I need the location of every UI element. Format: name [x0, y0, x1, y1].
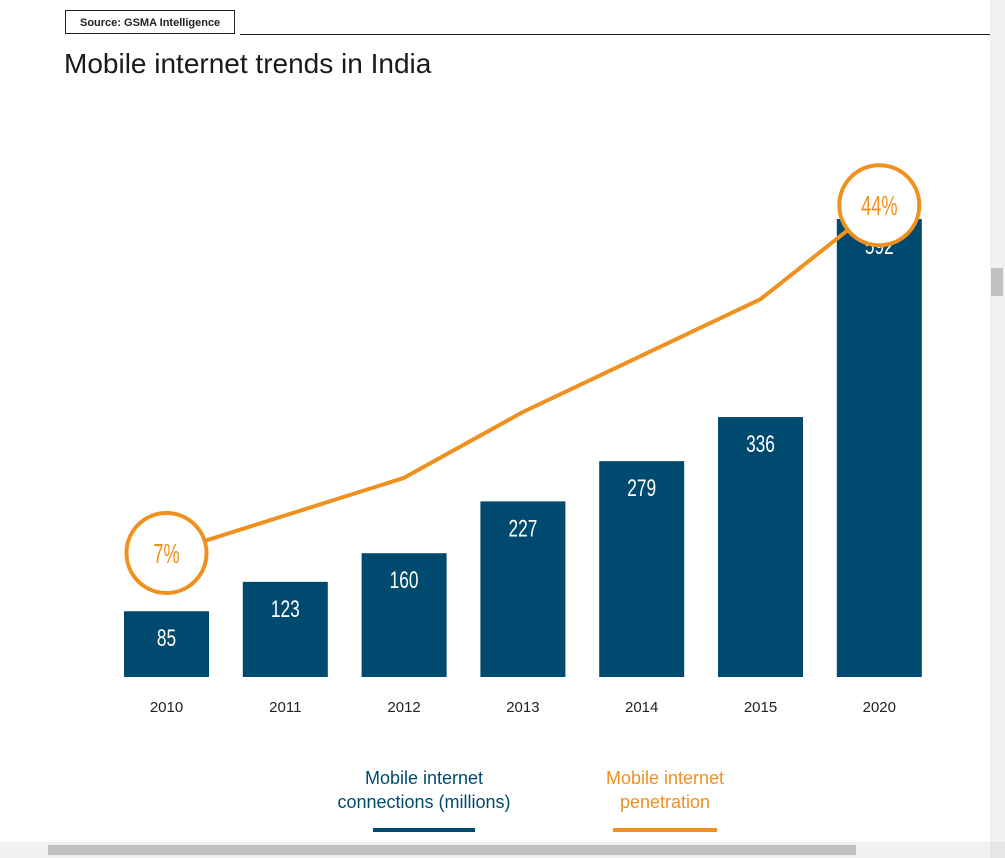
legend-bars-label: Mobile internet connections (millions): [337, 768, 511, 812]
x-tick-label: 2010: [150, 699, 183, 716]
x-tick-label: 2014: [625, 699, 658, 716]
penetration-marker: [124, 511, 209, 595]
penetration-data-label: 44%: [861, 191, 897, 222]
bar-line-chart: 85 2010 123 2011 160 2012 227 2013 279 2014 336 201…: [124, 163, 922, 716]
bar-2012: [361, 553, 447, 677]
x-tick-label: 2012: [387, 699, 420, 716]
x-tick-label: 2020: [863, 699, 896, 716]
bar-value-label: 123: [271, 596, 300, 622]
x-tick-label: 2013: [506, 699, 539, 716]
bar-2010: [124, 611, 209, 677]
penetration-marker: [837, 163, 922, 248]
source-divider: [240, 34, 990, 35]
bar-value-label: 279: [627, 475, 656, 501]
legend-bars-swatch: [373, 828, 475, 832]
scrollbar-corner: [990, 842, 1005, 858]
x-tick-label: 2011: [269, 699, 301, 716]
bar-2020: [836, 219, 922, 677]
penetration-data-label: 7%: [153, 539, 179, 570]
horizontal-scrollbar-thumb[interactable]: [48, 845, 856, 855]
x-tick-label: 2015: [744, 699, 777, 716]
penetration-line: [165, 203, 881, 555]
legend-line-label: Mobile internet penetration: [605, 768, 725, 812]
vertical-scrollbar-thumb[interactable]: [991, 268, 1003, 296]
bar-value-label: 85: [157, 626, 176, 652]
bar-2011: [242, 581, 328, 677]
bar-value-label: 160: [390, 568, 419, 594]
report-page: Source: GSMA Intelligence Mobile interne…: [64, 10, 990, 832]
legend-line-swatch: [613, 828, 717, 832]
bar-2013: [480, 501, 566, 677]
bar-value-label: 336: [746, 431, 775, 457]
chart-title: Mobile internet trends in India: [64, 48, 432, 79]
source-label: Source: GSMA Intelligence: [65, 10, 236, 34]
vertical-scrollbar[interactable]: [990, 0, 1005, 842]
bar-2015: [718, 417, 803, 677]
bar-value-label: 227: [508, 516, 537, 542]
bar-2014: [599, 461, 685, 677]
